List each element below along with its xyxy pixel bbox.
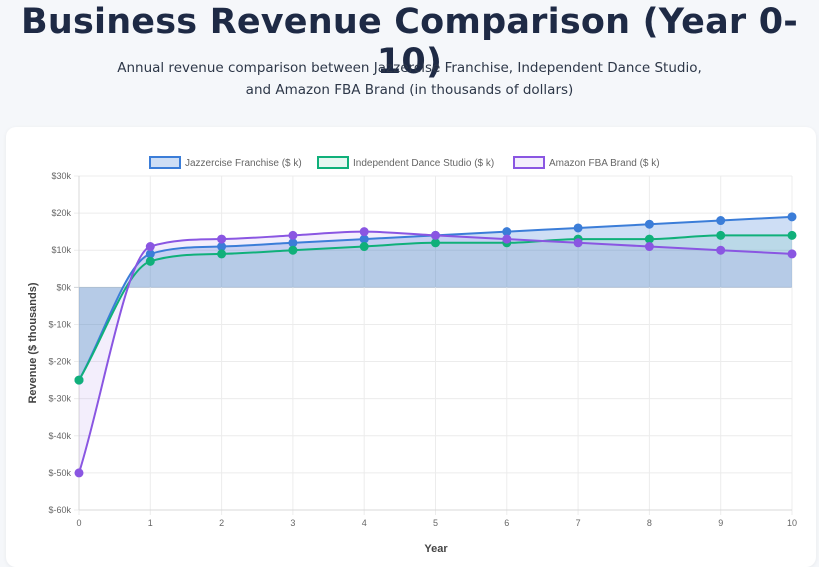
chart-card [6, 127, 816, 567]
series-1-point-7[interactable] [573, 223, 583, 233]
x-tick-label: 8 [647, 518, 652, 528]
series-3-point-9[interactable] [716, 245, 726, 255]
y-tick-label: $-20k [48, 357, 71, 367]
y-axis-title: Revenue ($ thousands) [27, 282, 39, 403]
y-tick-label: $0k [56, 282, 71, 292]
page-title: Business Revenue Comparison (Year 0-10) [20, 2, 799, 82]
series-2-point-2[interactable] [217, 249, 227, 259]
series-points [74, 212, 797, 478]
x-tick-label: 6 [504, 518, 509, 528]
y-tick-label: $-60k [48, 505, 71, 515]
series-3-point-0[interactable] [74, 468, 84, 478]
series-2-point-9[interactable] [716, 230, 726, 240]
x-axis-ticks: 0 1 2 3 4 5 6 7 8 9 10 [76, 518, 797, 528]
chart-grid [74, 175, 793, 515]
y-tick-label: $-50k [48, 468, 71, 478]
legend-label: Jazzercise Franchise ($ k) [185, 158, 302, 169]
y-tick-label: $-40k [48, 431, 71, 441]
legend-swatch [149, 156, 181, 169]
legend-swatch [317, 156, 349, 169]
legend-item-1[interactable]: Jazzercise Franchise ($ k) [149, 156, 302, 169]
x-tick-label: 9 [718, 518, 723, 528]
series-3-point-4[interactable] [359, 227, 369, 237]
series-3-point-10[interactable] [787, 249, 797, 259]
legend-item-3[interactable]: Amazon FBA Brand ($ k) [513, 156, 660, 169]
series-3-point-8[interactable] [644, 242, 654, 252]
series-2-line [78, 234, 792, 381]
series-1-point-10[interactable] [787, 212, 797, 222]
series-1-point-4[interactable] [359, 234, 369, 244]
legend-item-2[interactable]: Independent Dance Studio ($ k) [317, 156, 494, 169]
series-2-point-5[interactable] [431, 238, 440, 248]
y-tick-label: $-10k [48, 319, 71, 329]
x-tick-label: 0 [76, 518, 81, 528]
series-2-point-3[interactable] [288, 245, 298, 255]
x-tick-label: 2 [219, 518, 224, 528]
page-subtitle: Annual revenue comparison between Jazzer… [117, 60, 702, 98]
legend-label: Amazon FBA Brand ($ k) [549, 158, 660, 169]
series-1-point-8[interactable] [644, 219, 654, 229]
series-3-point-3[interactable] [288, 230, 298, 240]
series-2-point-1[interactable] [145, 256, 155, 266]
series-3-point-1[interactable] [145, 242, 155, 252]
series-3-point-5[interactable] [431, 230, 440, 240]
x-tick-label: 1 [148, 518, 153, 528]
series-3-point-7[interactable] [573, 238, 583, 248]
series-1-point-9[interactable] [716, 216, 726, 226]
y-axis-ticks: $30k $20k $10k $0k $-10k $-20k $-30k $-40k $-50k… [48, 171, 71, 515]
x-tick-label: 10 [787, 518, 797, 528]
series-1-area [79, 216, 792, 381]
y-tick-label: $30k [51, 171, 71, 181]
series-2-point-8[interactable] [644, 234, 654, 244]
chart-legend: Jazzercise Franchise ($ k) Independent Da… [149, 156, 660, 169]
series-1-point-2[interactable] [217, 242, 227, 252]
series-2-point-4[interactable] [359, 242, 369, 252]
series-2-point-10[interactable] [787, 230, 797, 240]
x-tick-label: 3 [290, 518, 295, 528]
page-header: Business Revenue Comparison (Year 0-10) … [0, 0, 819, 120]
series-2-point-0[interactable] [74, 375, 84, 385]
legend-swatch [513, 156, 545, 169]
y-tick-label: $20k [51, 208, 71, 218]
x-tick-label: 4 [362, 518, 367, 528]
series-1-point-6[interactable] [502, 227, 512, 237]
x-axis-title: Year [424, 543, 448, 555]
series-2-area [79, 235, 792, 381]
series-1-point-1[interactable] [145, 249, 155, 259]
series-3-point-2[interactable] [217, 234, 227, 244]
x-tick-label: 5 [433, 518, 438, 528]
series-3-point-6[interactable] [502, 234, 512, 244]
x-tick-label: 7 [576, 518, 581, 528]
y-tick-label: $-30k [48, 394, 71, 404]
y-tick-label: $10k [51, 245, 71, 255]
series-1-point-3[interactable] [288, 238, 298, 248]
legend-label: Independent Dance Studio ($ k) [353, 158, 494, 169]
